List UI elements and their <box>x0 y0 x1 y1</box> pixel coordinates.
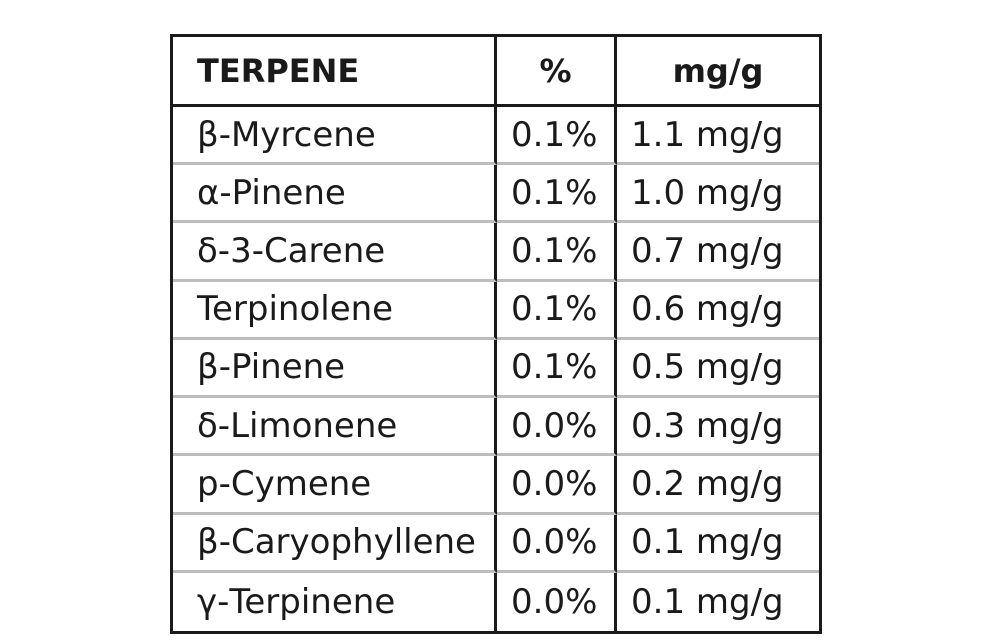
row-3-percent: 0.1% <box>497 223 617 282</box>
row-2-name: α-Pinene <box>173 165 497 224</box>
row-3-name: δ-3-Carene <box>173 223 497 282</box>
row-8-mgg: 0.1 mg/g <box>617 515 819 573</box>
row-8-percent: 0.0% <box>497 514 617 573</box>
row-1-mgg: 1.1 mg/g <box>617 107 819 166</box>
row-2-mgg: 1.0 mg/g <box>617 165 819 224</box>
row-6-percent: 0.0% <box>497 398 617 457</box>
row-5-mgg: 0.5 mg/g <box>617 340 819 399</box>
row-3-mgg: 0.7 mg/g <box>617 223 819 282</box>
header-terpene: TERPENE <box>173 37 497 107</box>
row-5-name: β-Pinene <box>173 339 497 399</box>
row-4-percent: 0.1% <box>497 281 617 340</box>
row-9-name: γ-Terpinene <box>173 572 497 631</box>
row-9-mgg: 0.1 mg/g <box>631 581 784 622</box>
row-7-name: p-Cymene <box>173 456 497 515</box>
header-mgg: mg/g <box>617 37 819 107</box>
row-6-name: δ-Limonene <box>173 398 497 457</box>
row-8-name: β-Caryophyllene <box>173 514 497 573</box>
row-4-mgg: 0.6 mg/g <box>617 282 819 340</box>
row-2-percent: 0.1% <box>497 165 617 224</box>
row-5-percent: 0.1% <box>497 339 617 399</box>
row-1-percent: 0.1% <box>497 107 617 166</box>
header-percent: % <box>497 37 617 107</box>
row-4-name: Terpinolene <box>173 281 497 340</box>
terpene-table: TERPENE % mg/g β-Myrcene 0.1% 1.1 mg/g α… <box>170 34 822 634</box>
row-7-mgg: 0.2 mg/g <box>617 456 819 515</box>
row-7-percent: 0.0% <box>497 456 617 515</box>
row-9-percent: 0.0% <box>497 572 617 631</box>
row-6-mgg: 0.3 mg/g <box>617 398 819 457</box>
row-1-name: β-Myrcene <box>173 107 497 166</box>
